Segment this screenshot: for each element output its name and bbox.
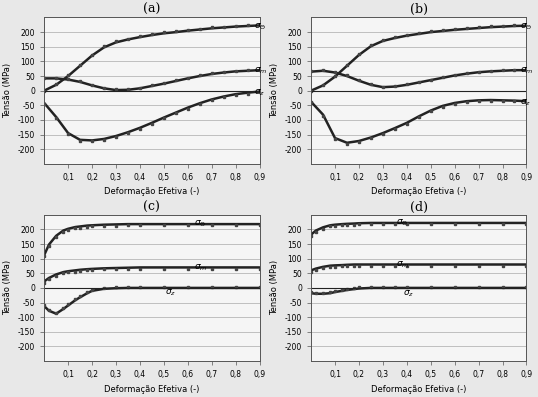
X-axis label: Deformação Efetiva (-): Deformação Efetiva (-) (104, 187, 200, 197)
Title: (a): (a) (143, 3, 160, 16)
Text: $\sigma_m$: $\sigma_m$ (520, 66, 534, 76)
Title: (b): (b) (410, 3, 428, 16)
Y-axis label: Tensão (MPa): Tensão (MPa) (270, 63, 279, 118)
Text: $\sigma_z$: $\sigma_z$ (403, 289, 414, 299)
X-axis label: Deformação Efetiva (-): Deformação Efetiva (-) (371, 385, 466, 394)
Title: (c): (c) (144, 200, 160, 214)
Text: $\sigma_m$: $\sigma_m$ (253, 66, 267, 76)
Text: $\sigma_z$: $\sigma_z$ (253, 87, 265, 98)
Text: $\sigma_\Theta$: $\sigma_\Theta$ (194, 219, 206, 229)
Y-axis label: Tensão (MPa): Tensão (MPa) (3, 63, 12, 118)
Text: $\sigma_m$: $\sigma_m$ (194, 262, 207, 273)
Y-axis label: Tensão (MPa): Tensão (MPa) (270, 260, 279, 316)
Text: $\sigma_\Theta$: $\sigma_\Theta$ (396, 218, 408, 228)
Text: $\sigma_\Theta$: $\sigma_\Theta$ (253, 21, 266, 31)
Text: $\sigma_m$: $\sigma_m$ (396, 259, 409, 270)
Text: $\sigma_\Theta$: $\sigma_\Theta$ (520, 21, 533, 31)
X-axis label: Deformação Efetiva (-): Deformação Efetiva (-) (371, 187, 466, 197)
Text: $\sigma_z$: $\sigma_z$ (520, 97, 532, 108)
Title: (d): (d) (410, 200, 428, 214)
Y-axis label: Tensão (MPa): Tensão (MPa) (3, 260, 12, 316)
Text: $\sigma_z$: $\sigma_z$ (165, 287, 176, 298)
X-axis label: Deformação Efetiva (-): Deformação Efetiva (-) (104, 385, 200, 394)
